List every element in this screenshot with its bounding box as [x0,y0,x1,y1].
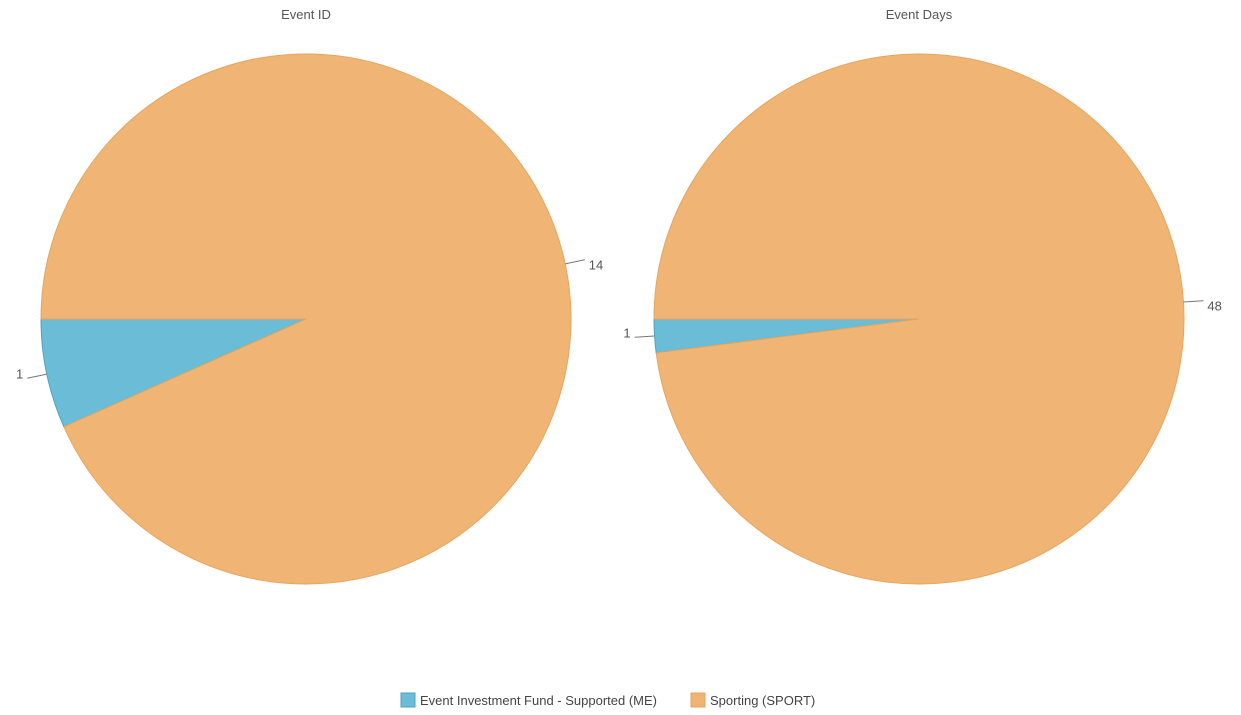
pie-slice-sport[interactable] [653,53,1185,585]
leader-line-sport [565,259,585,265]
chart-title-event-id: Event ID [281,7,331,22]
pie-slice-sport[interactable] [40,53,572,585]
legend-item-sport[interactable]: Sporting (SPORT) [690,692,815,708]
pie-slice-me[interactable] [40,318,307,428]
leader-line-sport [1183,300,1204,303]
legend-item-me[interactable]: Event Investment Fund - Supported (ME) [400,692,657,708]
legend-label-sport: Sporting (SPORT) [710,693,815,708]
legend-swatch-sport [690,692,706,708]
chart-title-event-days: Event Days [886,7,953,22]
data-label-sport: 14 [589,258,603,273]
legend-label-me: Event Investment Fund - Supported (ME) [420,693,657,708]
leader-line-me [27,373,47,379]
pie-chart-event-days: Event Days 1 48 [623,7,1222,585]
leader-line-me [634,335,655,338]
legend: Event Investment Fund - Supported (ME) S… [400,692,815,708]
data-label-me: 1 [16,366,23,381]
data-label-sport: 48 [1207,299,1221,314]
data-label-me: 1 [623,325,630,340]
legend-swatch-me [400,692,416,708]
pie-chart-event-id: Event ID 1 14 [16,7,603,585]
